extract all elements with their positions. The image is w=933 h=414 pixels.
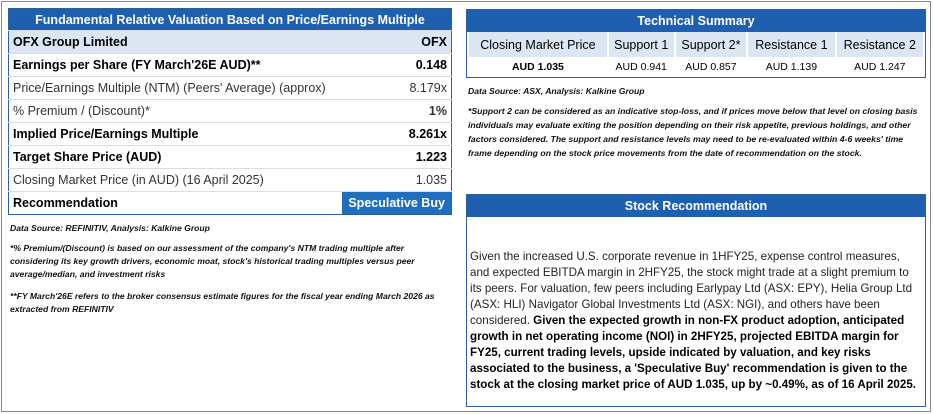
header-support-1: Support 1	[608, 32, 674, 57]
technical-source: Data Source: ASX, Analysis: Kalkine Grou…	[468, 86, 645, 96]
value-closing-price: AUD 1.035	[511, 61, 564, 73]
valuation-panel: Fundamental Relative Valuation Based on …	[8, 8, 452, 215]
stock-recommendation-title: Stock Recommendation	[467, 195, 925, 217]
valuation-source: Data Source: REFINITIV, Analysis: Kalkin…	[10, 223, 210, 233]
row-value: 8.261x	[342, 122, 452, 146]
header-resistance-2: Resistance 2	[836, 32, 923, 57]
row-label: Implied Price/Earnings Multiple	[8, 122, 343, 146]
header-closing-price: Closing Market Price	[469, 32, 607, 57]
valuation-title: Fundamental Relative Valuation Based on …	[8, 8, 452, 31]
row-label: Earnings per Share (FY March'26E AUD)**	[8, 53, 343, 77]
fy-footnote: **FY March'26E refers to the broker cons…	[10, 291, 435, 314]
table-row: Closing Market Price (in AUD) (16 April …	[8, 168, 452, 192]
row-label: % Premium / (Discount)*	[8, 99, 343, 123]
value-resistance-1: AUD 1.139	[765, 61, 818, 73]
valuation-table: Fundamental Relative Valuation Based on …	[8, 8, 452, 215]
row-label: Closing Market Price (in AUD) (16 April …	[8, 168, 343, 192]
company-ticker: OFX	[342, 30, 452, 54]
row-value: 0.148	[342, 53, 452, 77]
table-row: Target Share Price (AUD) 1.223	[8, 145, 452, 169]
value-support-1: AUD 0.941	[615, 61, 667, 73]
row-label: Target Share Price (AUD)	[8, 145, 343, 169]
technical-summary-title: Technical Summary	[467, 10, 925, 32]
value-resistance-2: AUD 1.247	[854, 61, 906, 73]
recommendation-text-plain: Given the increased U.S. corporate reven…	[470, 250, 913, 327]
row-value: 1.223	[342, 145, 452, 169]
table-row: % Premium / (Discount)* 1%	[8, 99, 452, 123]
table-row: Price/Earnings Multiple (NTM) (Peers' Av…	[8, 76, 452, 100]
recommendation-label: Recommendation	[13, 196, 118, 210]
technical-summary-panel: Technical Summary Closing Market Price S…	[466, 9, 926, 78]
support-footnote: *Support 2 can be considered as an indic…	[468, 106, 918, 158]
row-value: 8.179x	[342, 76, 452, 100]
value-support-2: AUD 0.857	[685, 61, 737, 73]
row-label: Price/Earnings Multiple (NTM) (Peers' Av…	[8, 76, 343, 100]
table-row: Implied Price/Earnings Multiple 8.261x	[8, 122, 452, 146]
stock-recommendation-panel: Stock Recommendation Given the increased…	[466, 194, 926, 407]
technical-table: Closing Market Price Support 1 Support 2…	[467, 32, 925, 77]
table-row: Earnings per Share (FY March'26E AUD)** …	[8, 53, 452, 77]
recommendation-row: Recommendation Speculative Buy	[9, 191, 452, 215]
recommendation-badge: Speculative Buy	[342, 191, 452, 215]
recommendation-text: Given the increased U.S. corporate reven…	[470, 249, 922, 393]
header-resistance-1: Resistance 1	[748, 32, 835, 57]
row-value: 1.035	[342, 168, 452, 192]
header-support-2: Support 2*	[675, 32, 747, 57]
company-name: OFX Group Limited	[8, 30, 343, 54]
recommendation-text-bold: Given the expected growth in non-FX prod…	[470, 314, 916, 391]
premium-footnote: *% Premium/(Discount) is based on our as…	[10, 243, 415, 279]
row-value: 1%	[342, 99, 452, 123]
